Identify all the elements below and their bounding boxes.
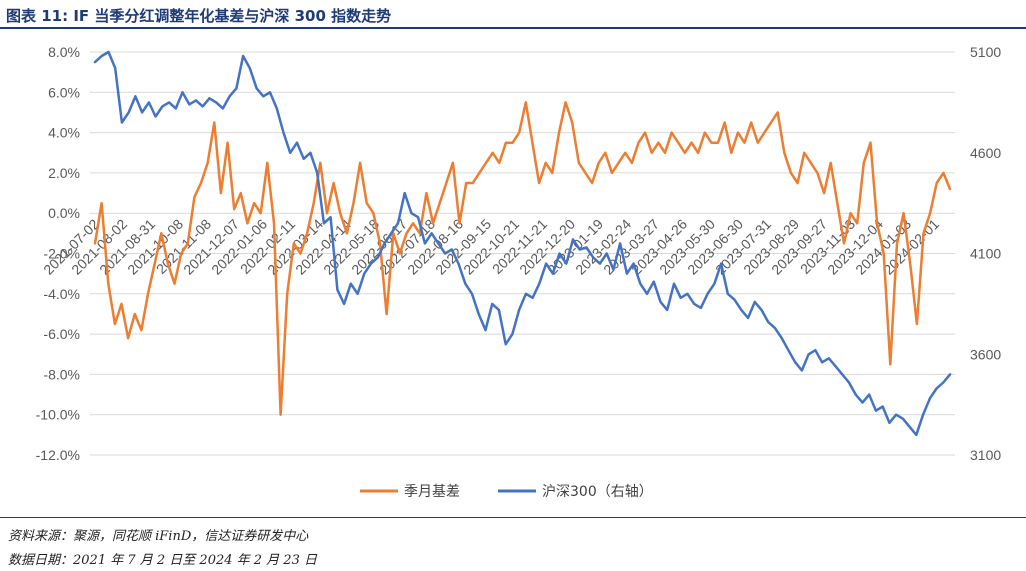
left-tick-label: -2.0% bbox=[43, 246, 80, 262]
title-rule bbox=[0, 27, 1026, 29]
left-tick-label: 4.0% bbox=[48, 125, 80, 141]
date-note: 数据日期：2021 年 7 月 2 日至 2024 年 2 月 23 日 bbox=[8, 553, 317, 568]
left-tick-label: 8.0% bbox=[48, 44, 80, 60]
legend: 季月基差 沪深300（右轴） bbox=[360, 483, 653, 500]
left-tick-label: -12.0% bbox=[36, 447, 80, 463]
left-tick-label: -6.0% bbox=[43, 326, 80, 342]
left-tick-label: -4.0% bbox=[43, 286, 80, 302]
right-tick-label: 5100 bbox=[970, 44, 1001, 60]
right-tick-label: 3600 bbox=[970, 346, 1001, 362]
footer-rule bbox=[0, 517, 1026, 518]
left-tick-label: 6.0% bbox=[48, 84, 80, 100]
right-tick-label: 3100 bbox=[970, 447, 1001, 463]
source-note: 资料来源：聚源，同花顺 iFinD，信达证券研发中心 bbox=[8, 529, 309, 544]
series-line-1 bbox=[93, 101, 952, 416]
chart: 8.0% 6.0% 4.0% 2.0% 0.0% -2.0% -4.0% -6.0% -8.0%… bbox=[36, 44, 1002, 500]
right-tick-label: 4600 bbox=[970, 145, 1001, 161]
left-tick-label: 0.0% bbox=[48, 205, 80, 221]
left-axis-ticks: 8.0% 6.0% 4.0% 2.0% 0.0% -2.0% -4.0% -6.0% -8.0%… bbox=[36, 44, 80, 463]
left-tick-label: -8.0% bbox=[43, 366, 80, 382]
left-tick-label: 2.0% bbox=[48, 165, 80, 181]
legend-label-1: 季月基差 bbox=[404, 483, 460, 500]
figure-title-label: 图表 11: bbox=[6, 7, 69, 25]
figure-title-text: IF 当季分红调整年化基差与沪深 300 指数走势 bbox=[73, 7, 392, 25]
series-layer bbox=[93, 50, 952, 437]
x-axis-ticks: 2021-07-022021-08-022021-08-312021-10-08… bbox=[40, 216, 942, 278]
series-line-2 bbox=[93, 50, 952, 437]
right-tick-label: 4100 bbox=[970, 246, 1001, 262]
right-axis-ticks: 5100 4600 4100 3600 3100 bbox=[970, 44, 1001, 463]
figure-title: 图表 11: IF 当季分红调整年化基差与沪深 300 指数走势 bbox=[6, 5, 391, 26]
left-tick-label: -10.0% bbox=[36, 407, 80, 423]
legend-label-2: 沪深300（右轴） bbox=[542, 484, 653, 500]
